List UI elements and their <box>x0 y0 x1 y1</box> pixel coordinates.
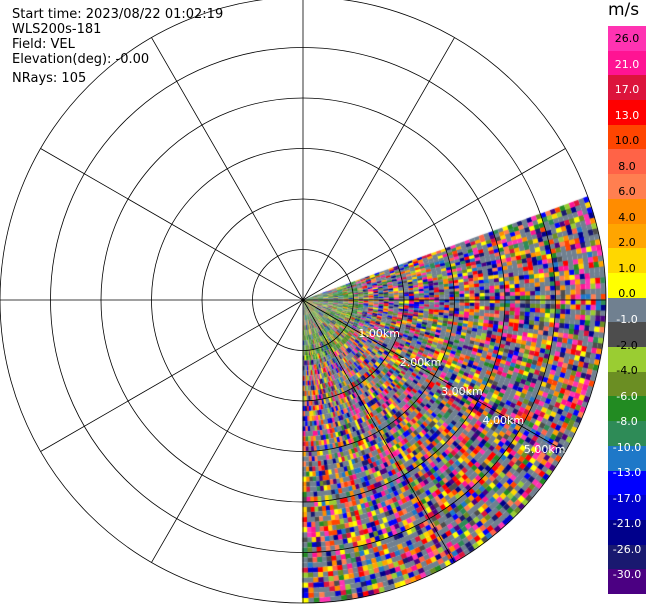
azimuth-spoke <box>40 299 304 452</box>
colorbar-tick-label: -26.0 <box>612 542 642 556</box>
colorbar-tick-label: -13.0 <box>612 466 642 480</box>
colorbar-tick-label: -4.0 <box>616 364 638 378</box>
colorbar-segment <box>608 519 646 546</box>
range-ring-label: 5.00km <box>524 443 566 456</box>
colorbar-segment <box>608 75 646 101</box>
colorbar-segment <box>608 100 646 126</box>
colorbar-segment <box>608 149 646 175</box>
colorbar-tick-label: -21.0 <box>612 517 642 531</box>
range-ring-label: 3.00km <box>441 385 483 398</box>
colorbar-unit-label: m/s <box>608 0 640 20</box>
colorbar-tick-label: -17.0 <box>612 491 642 505</box>
colorbar-tick-label: 8.0 <box>618 159 636 173</box>
colorbar-tick-label: 17.0 <box>614 83 640 97</box>
colorbar-tick-label: 6.0 <box>618 185 636 199</box>
colorbar-segment <box>608 198 646 225</box>
colorbar-tick-label: 10.0 <box>614 134 640 148</box>
colorbar-segment <box>608 124 646 150</box>
azimuth-spoke <box>302 299 566 452</box>
colorbar-tick-label: -6.0 <box>616 389 638 403</box>
colorbar-segment <box>608 26 646 52</box>
colorbar-tick-label: 0.0 <box>618 287 636 301</box>
colorbar-segment <box>608 248 646 274</box>
colorbar-segment <box>608 174 646 200</box>
colorbar-segment <box>608 297 646 323</box>
colorbar-tick-label: 2.0 <box>618 236 636 250</box>
colorbar-tick-label: -10.0 <box>612 440 642 454</box>
field-label: Field: VEL <box>12 37 75 52</box>
colorbar-tick-label: -30.0 <box>612 568 642 582</box>
colorbar-segment <box>608 470 646 496</box>
colorbar-segment <box>608 347 646 373</box>
colorbar-segment <box>608 50 646 76</box>
range-ring-label: 1.00km <box>358 327 400 340</box>
colorbar-segment <box>608 223 646 249</box>
start-time-label: Start time: 2023/08/22 01:02:19 <box>12 7 224 22</box>
elevation-label: Elevation(deg): -0.00 <box>12 52 150 67</box>
colorbar-tick-label: 21.0 <box>614 57 640 71</box>
colorbar-tick-label: -1.0 <box>616 313 638 326</box>
colorbar-segment <box>608 445 646 471</box>
colorbar-segment <box>608 495 646 521</box>
instrument-label: WLS200s-181 <box>12 22 102 37</box>
range-ring-label: 2.00km <box>400 356 442 369</box>
colorbar-segment <box>608 396 646 422</box>
azimuth-spoke <box>302 37 455 301</box>
colorbar-tick-label: 1.0 <box>618 261 636 275</box>
colorbar-tick-label: 13.0 <box>614 108 640 122</box>
azimuth-spoke <box>151 299 304 563</box>
colorbar-tick-label: -8.0 <box>616 415 638 429</box>
azimuth-spoke <box>302 148 566 301</box>
colorbar-segment <box>608 569 646 595</box>
azimuth-spoke <box>151 37 304 301</box>
colorbar-segment <box>608 421 646 447</box>
colorbar-segment <box>608 322 646 348</box>
colorbar-segment <box>608 371 646 397</box>
colorbar-segment <box>608 544 646 570</box>
range-ring-label: 4.00km <box>482 414 524 427</box>
colorbar-tick-label: 26.0 <box>614 32 640 45</box>
nrays-label: NRays: 105 <box>12 71 87 86</box>
colorbar-tick-label: -2.0 <box>616 338 638 352</box>
azimuth-spoke <box>40 148 304 301</box>
colorbar-tick-label: 4.0 <box>618 210 636 224</box>
azimuth-spoke <box>302 299 455 563</box>
colorbar-segment <box>608 272 646 299</box>
